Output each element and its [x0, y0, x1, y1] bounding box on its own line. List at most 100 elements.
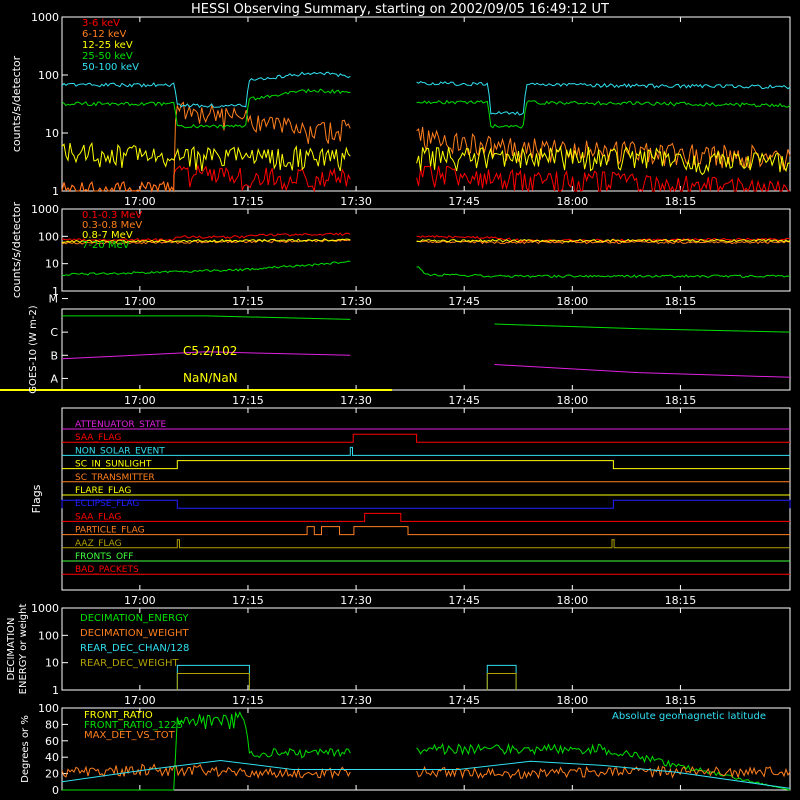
panel-2-xtick-label: 17:30 [340, 394, 372, 407]
panel-0-xtick-label: 18:15 [665, 195, 697, 208]
high-energy-legend-entry: 7-20 MeV [82, 240, 130, 251]
panel-1-xtick-label: 17:15 [232, 295, 264, 308]
low-energy-series-1 [416, 126, 791, 171]
panel-2-xtick-label: 17:15 [232, 394, 264, 407]
low-energy-legend-entry: 3-6 keV [82, 18, 120, 29]
panel-4-xtick-label: 17:30 [340, 694, 372, 707]
goes-annotation: C5.2/102 [183, 344, 237, 358]
panel-2-xtick-label: 17:45 [448, 394, 480, 407]
panel-3-xtick-label: 17:45 [448, 594, 480, 607]
ratio-annotation: Absolute geomagnetic latitude [612, 711, 766, 722]
panel-2-xtick-label: 18:15 [665, 394, 697, 407]
ratio-series-1 [62, 710, 351, 791]
ratio-legend-entry: MAX_DET_VS_TOT [84, 730, 176, 741]
flag-line [62, 460, 790, 470]
goes-ytick-label: A [50, 372, 58, 385]
panel-0-xtick-label: 17:15 [232, 195, 264, 208]
panel-3-xtick-label: 17:30 [340, 594, 372, 607]
panel-1-xtick-label: 18:00 [556, 295, 588, 308]
low-energy-legend-entry: 50-100 keV [82, 62, 139, 73]
decimation-step-3 [486, 673, 517, 690]
flag-label: SAA_FLAG [75, 433, 121, 443]
flag-line [62, 433, 790, 443]
low-energy-series-3 [61, 88, 351, 130]
panel-4-xtick-label: 17:00 [124, 694, 156, 707]
panel-5-ytick-label: 0 [52, 784, 59, 797]
flag-line [61, 499, 791, 509]
panel-1-ytick-label: 10 [45, 258, 59, 271]
flag-line [62, 526, 790, 536]
flags-ylabel: Flags [30, 484, 43, 513]
panel-0-ytick-label: 10 [45, 127, 59, 140]
low-energy-series-3 [416, 99, 791, 129]
panel-1-xtick-label: 17:00 [124, 295, 156, 308]
goes-annotation: NaN/NaN [183, 371, 238, 385]
low-energy-series-1 [61, 101, 351, 193]
panel-4-ytick-label: 1000 [31, 602, 59, 615]
flag-label: FRONTS_OFF [75, 552, 133, 562]
goes-ytick-label: C [50, 326, 58, 339]
flag-label: ATTENUATOR_STATE [75, 420, 167, 430]
panel-4-xtick-label: 18:00 [556, 694, 588, 707]
goes-series-0 [62, 315, 351, 320]
high-energy-series-0 [416, 234, 791, 243]
panel-0-xtick-label: 17:45 [448, 195, 480, 208]
panel-0-ytick-label: 1000 [31, 11, 59, 24]
panel-5-ytick-label: 60 [45, 735, 59, 748]
panel-3-xtick-label: 18:15 [665, 594, 697, 607]
ratio-legend-entry: FRONT_RATIO [84, 710, 153, 721]
high-energy-ylabel: counts/s/detector [10, 201, 23, 298]
goes-ytick-label: M [49, 293, 59, 306]
panel-4-ytick-label: 10 [45, 657, 59, 670]
panel-1-xtick-label: 18:15 [665, 295, 697, 308]
goes-series-1 [61, 351, 351, 360]
panel-5-ytick-label: 20 [45, 768, 59, 781]
panel-0-xtick-label: 18:00 [556, 195, 588, 208]
ratio-series-3 [61, 759, 791, 789]
flag-line [62, 539, 790, 549]
panel-5-ytick-label: 40 [45, 751, 59, 764]
flag-label: BAD_PACKETS [75, 565, 139, 575]
high-energy-series-2 [61, 238, 351, 244]
panel-0-ytick-label: 1 [52, 185, 59, 198]
ratio-legend-entry: FRONT_RATIO_1225 [84, 720, 183, 731]
panel-2-xtick-label: 17:00 [124, 394, 156, 407]
flag-line [62, 446, 790, 456]
panel-1-frame [61, 208, 791, 292]
flag-label: SAA_FLAG [75, 512, 121, 522]
panel-5-ytick-label: 100 [38, 702, 59, 715]
low-energy-series-0 [416, 165, 790, 193]
low-energy-legend-entry: 25-50 keV [82, 51, 133, 62]
flag-label: ECLIPSE_FLAG [75, 499, 139, 509]
high-energy-legend-entry: 0.8-7 MeV [82, 230, 133, 241]
low-energy-series-4 [61, 71, 351, 109]
panel-4-frame [61, 607, 791, 691]
decimation-legend-entry: REAR_DEC_WEIGHT [80, 658, 179, 669]
ratio-ylabel: Degrees or % [20, 715, 31, 783]
chart-title: HESSI Observing Summary, starting on 200… [191, 2, 609, 17]
panel-1-xtick-label: 17:45 [448, 295, 480, 308]
decimation-ylabel-line1: DECIMATION [6, 617, 17, 680]
panel-3-frame [61, 407, 791, 591]
panel-5-ytick-label: 80 [45, 718, 59, 731]
panel-0-xtick-label: 17:00 [124, 195, 156, 208]
goes-ylabel: GOES-10 (W m-2) [28, 305, 39, 393]
panel-4-xtick-label: 18:15 [665, 694, 697, 707]
low-energy-series-4 [416, 81, 791, 116]
ratio-series-1 [416, 742, 791, 791]
flag-label: SC_TRANSMITTER [75, 473, 155, 483]
panel-0-ytick-label: 100 [38, 69, 59, 82]
panel-0-xtick-label: 17:30 [340, 195, 372, 208]
goes-series-1 [494, 364, 791, 378]
high-energy-legend-entry: 0.1-0.3 MeV [82, 210, 142, 221]
panel-4-xtick-label: 17:15 [232, 694, 264, 707]
flag-label: NON_SOLAR_EVENT [75, 446, 165, 456]
flag-line [62, 512, 790, 522]
flag-label: FLARE_FLAG [75, 486, 131, 496]
decimation-step-2 [176, 664, 250, 690]
panel-3-xtick-label: 17:15 [232, 594, 264, 607]
high-energy-legend-entry: 0.3-0.8 MeV [82, 220, 142, 231]
decimation-step-3 [176, 673, 250, 690]
